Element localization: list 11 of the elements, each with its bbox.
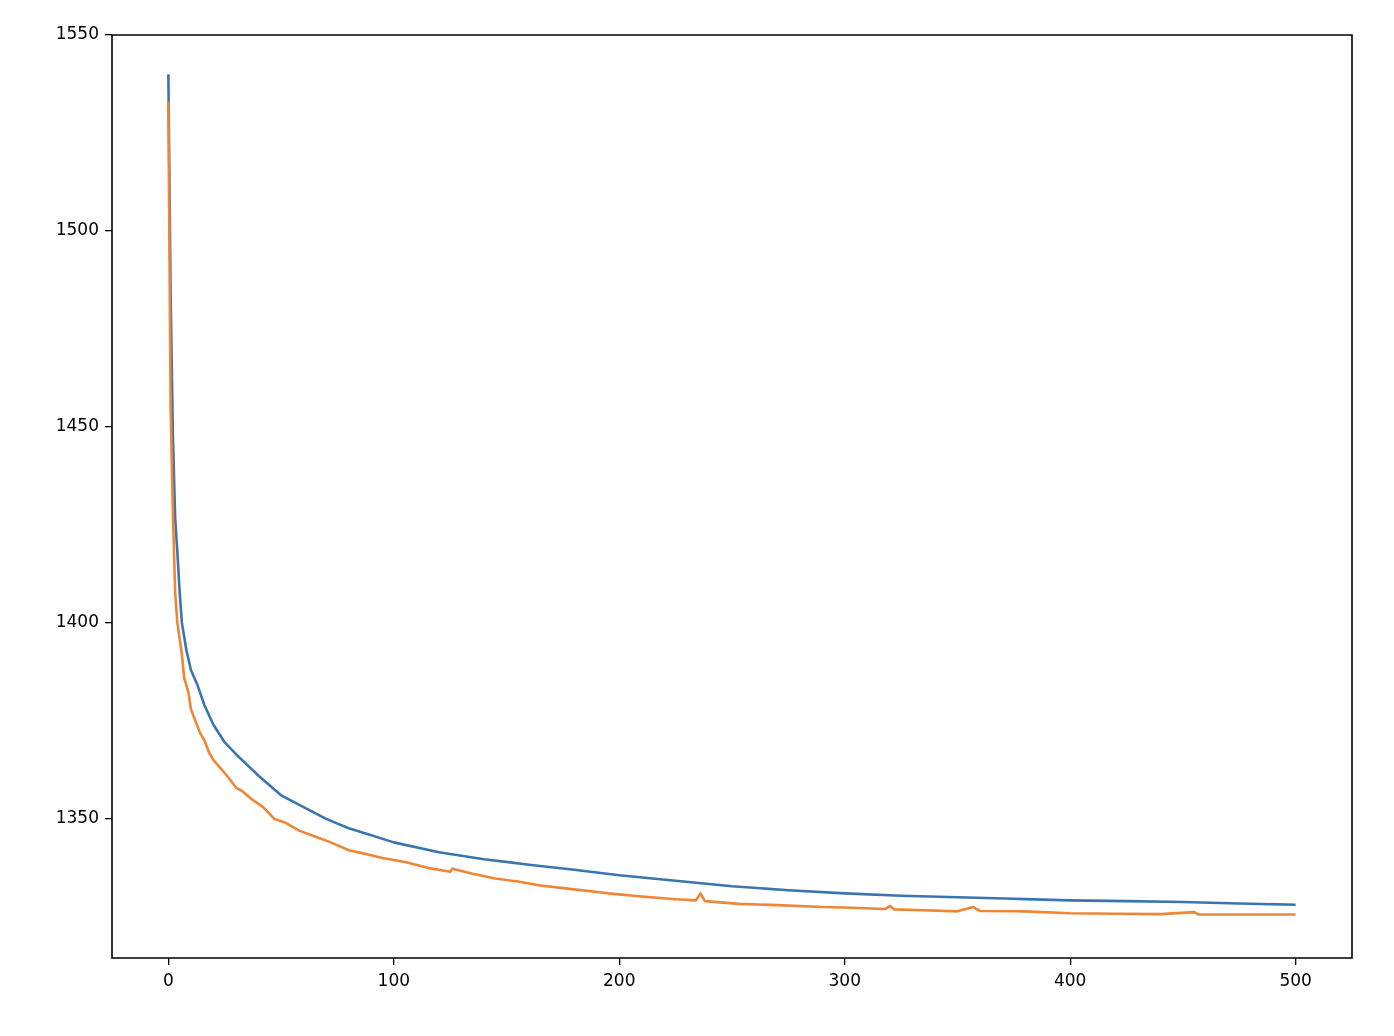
x-tick-label: 300 [828,969,861,990]
x-tick-label: 500 [1279,969,1312,990]
x-tick-label: 400 [1053,969,1087,990]
x-tick-label: 200 [603,969,636,990]
y-tick-label: 1550 [55,23,99,44]
y-tick-label: 1400 [55,611,99,632]
x-tick-label: 0 [162,969,174,990]
y-tick-label: 1500 [55,219,99,240]
x-tick-label: 100 [377,969,411,990]
y-tick-label: 1450 [55,415,99,436]
y-tick-label: 1350 [55,807,99,828]
